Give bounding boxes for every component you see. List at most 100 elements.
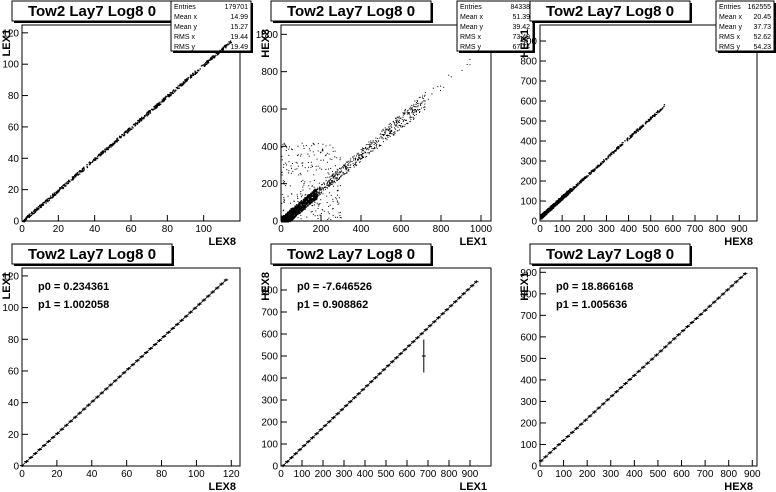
data-point (282, 217, 284, 220)
data-point (658, 111, 660, 113)
data-point (116, 141, 118, 143)
y-tick-label: 300 (261, 396, 278, 407)
data-point (65, 185, 67, 187)
stats-label: Mean x (719, 14, 742, 21)
data-point (548, 210, 551, 212)
data-point (100, 152, 102, 154)
data-point (301, 205, 304, 207)
data-point (189, 76, 192, 78)
data-point (572, 186, 575, 188)
data-point (356, 164, 358, 166)
data-point (586, 175, 588, 177)
fit-param-name: p1 (297, 299, 310, 311)
data-point (296, 206, 298, 208)
data-point (283, 196, 285, 198)
data-point (306, 204, 309, 206)
data-point (95, 159, 97, 161)
data-point (167, 95, 169, 98)
x-tick-label: 100 (195, 224, 212, 235)
x-tick-label: 200 (576, 224, 593, 235)
data-point (328, 205, 330, 207)
data-point (387, 136, 389, 138)
data-point (630, 136, 633, 138)
data-point (172, 90, 174, 93)
data-point (309, 202, 311, 204)
data-point (301, 194, 303, 196)
data-point (382, 134, 384, 136)
data-point (364, 146, 366, 148)
data-point (153, 108, 155, 110)
data-point (544, 213, 546, 215)
data-point (140, 120, 143, 122)
data-point (589, 173, 591, 176)
data-point (421, 102, 423, 104)
data-point (102, 152, 104, 154)
data-point (167, 93, 170, 96)
data-point (295, 161, 297, 163)
data-point (283, 221, 286, 223)
data-point (420, 104, 422, 106)
data-point (404, 124, 406, 126)
data-point (103, 151, 105, 153)
data-point (307, 195, 309, 197)
data-point (25, 219, 27, 221)
data-point (301, 208, 303, 211)
stats-label: RMS y (174, 44, 196, 51)
data-point (168, 95, 170, 98)
fit-param-value: 18.866168 (581, 281, 633, 293)
data-point (654, 113, 656, 115)
y-tick-label: 200 (261, 418, 278, 429)
data-point (283, 198, 285, 200)
data-point (289, 218, 291, 220)
data-point (305, 194, 307, 196)
data-point (357, 158, 359, 160)
plot-title: Tow2 Lay7 Log8 0 (287, 3, 415, 20)
data-point (316, 195, 318, 197)
data-point (659, 109, 661, 111)
data-point (601, 163, 603, 165)
data-point (370, 144, 372, 146)
data-point (557, 201, 559, 203)
data-point (226, 43, 228, 46)
data-point (607, 156, 609, 158)
data-point (410, 116, 412, 118)
data-point (357, 153, 359, 155)
data-point (443, 86, 445, 88)
data-point (75, 173, 77, 175)
data-point (312, 195, 315, 198)
data-point (187, 78, 189, 80)
x-tick-label: 40 (86, 469, 98, 480)
data-point (398, 124, 400, 126)
data-point (336, 194, 338, 196)
data-point (22, 220, 24, 222)
data-point (32, 210, 35, 212)
data-point (357, 160, 359, 162)
data-point (593, 169, 595, 171)
data-point (284, 181, 286, 183)
data-point (310, 211, 312, 213)
data-point (312, 213, 314, 215)
data-point (339, 171, 341, 173)
data-point (563, 197, 565, 199)
data-point (424, 95, 426, 97)
data-point (303, 202, 305, 204)
stats-label: Mean y (719, 24, 742, 31)
data-point (392, 120, 394, 122)
data-point (395, 120, 397, 122)
data-point (369, 144, 371, 146)
data-point (585, 176, 588, 178)
data-point (139, 118, 141, 120)
data-point (208, 59, 211, 61)
data-point (290, 219, 292, 221)
x-tick-label: 900 (731, 224, 748, 235)
data-point (159, 103, 161, 105)
data-point (294, 217, 296, 219)
data-point (292, 210, 294, 212)
data-point (116, 138, 118, 140)
data-point (631, 133, 634, 135)
fit-param-name: p1 (38, 299, 51, 311)
data-point (303, 207, 305, 209)
data-point (361, 158, 363, 160)
data-point (570, 189, 573, 191)
data-point (389, 123, 391, 125)
